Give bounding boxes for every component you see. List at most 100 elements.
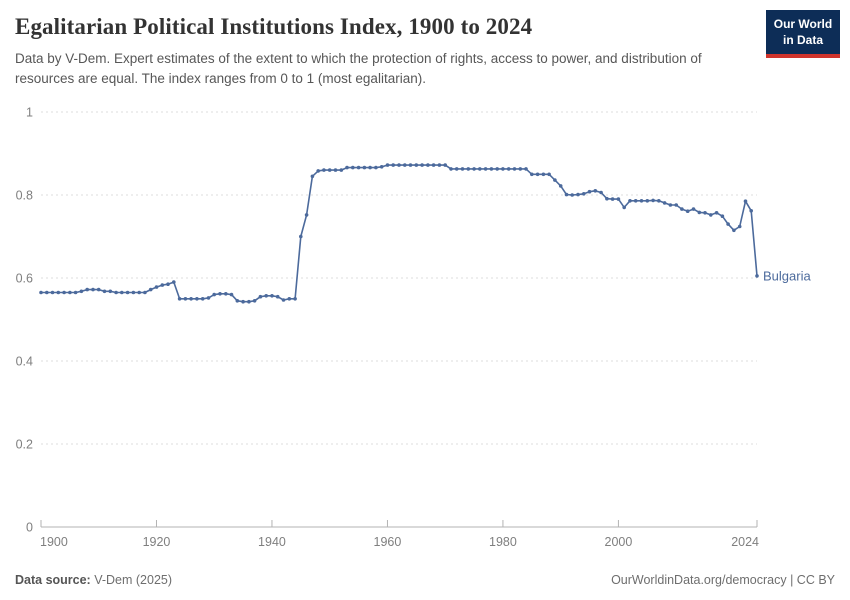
data-point[interactable] [737, 224, 742, 229]
data-point[interactable] [431, 163, 436, 167]
owid-logo[interactable]: Our World in Data [766, 10, 840, 59]
data-point[interactable] [391, 163, 396, 167]
data-point[interactable] [564, 192, 569, 197]
data-point[interactable] [206, 296, 211, 300]
data-point[interactable] [547, 172, 551, 177]
data-point[interactable] [96, 287, 101, 292]
data-point[interactable] [224, 292, 228, 296]
data-point[interactable] [148, 287, 153, 292]
data-point[interactable] [558, 184, 563, 188]
data-point[interactable] [91, 287, 95, 292]
data-point[interactable] [437, 163, 442, 167]
data-point[interactable] [327, 168, 332, 172]
data-point[interactable] [749, 209, 753, 213]
data-point[interactable] [426, 163, 430, 167]
data-point[interactable] [316, 169, 321, 173]
data-point[interactable] [137, 290, 141, 295]
data-point[interactable] [616, 197, 621, 201]
data-point[interactable] [50, 290, 55, 295]
data-point[interactable] [593, 189, 598, 193]
data-point[interactable] [720, 214, 725, 218]
data-point[interactable] [530, 172, 534, 177]
data-point[interactable] [183, 297, 188, 301]
data-point[interactable] [73, 290, 78, 295]
data-point[interactable] [351, 165, 355, 170]
data-point[interactable] [275, 294, 280, 299]
data-point[interactable] [582, 192, 586, 196]
data-point[interactable] [697, 210, 702, 215]
data-point[interactable] [102, 289, 107, 294]
data-point[interactable] [212, 292, 216, 297]
data-point[interactable] [362, 165, 367, 170]
data-point[interactable] [587, 189, 592, 194]
data-point[interactable] [356, 165, 361, 170]
data-point[interactable] [258, 294, 263, 299]
data-point[interactable] [506, 167, 511, 171]
data-point[interactable] [743, 199, 748, 203]
data-point[interactable] [420, 163, 424, 167]
data-point[interactable] [264, 294, 269, 298]
data-point[interactable] [726, 222, 730, 226]
data-point[interactable] [605, 196, 609, 201]
data-point[interactable] [241, 299, 245, 304]
data-point[interactable] [270, 294, 274, 298]
data-point[interactable] [62, 290, 66, 295]
data-point[interactable] [518, 167, 523, 171]
data-point[interactable] [374, 165, 378, 170]
data-point[interactable] [247, 299, 251, 304]
data-point[interactable] [322, 168, 326, 172]
data-point[interactable] [460, 167, 465, 171]
data-point[interactable] [154, 285, 159, 289]
data-point[interactable] [599, 190, 603, 195]
data-point[interactable] [379, 165, 384, 169]
data-point[interactable] [293, 297, 297, 301]
data-point[interactable] [680, 207, 684, 211]
data-point[interactable] [443, 163, 448, 167]
data-point[interactable] [472, 167, 476, 171]
data-point[interactable] [662, 201, 667, 205]
data-point[interactable] [160, 283, 165, 287]
data-point[interactable] [633, 199, 638, 203]
data-point[interactable] [56, 290, 61, 295]
data-point[interactable] [120, 290, 124, 295]
data-point[interactable] [177, 297, 182, 301]
data-point[interactable] [628, 199, 632, 203]
data-point[interactable] [339, 168, 344, 172]
data-point[interactable] [639, 199, 644, 203]
data-point[interactable] [466, 167, 471, 171]
data-point[interactable] [489, 167, 494, 171]
data-point[interactable] [114, 290, 118, 295]
data-point[interactable] [714, 211, 719, 215]
data-point[interactable] [691, 207, 696, 211]
data-point[interactable] [45, 290, 49, 295]
data-point[interactable] [143, 290, 147, 295]
data-point[interactable] [229, 292, 234, 297]
data-point[interactable] [685, 209, 690, 213]
footer-license-link[interactable]: OurWorldinData.org/democracy | CC BY [611, 573, 835, 587]
data-point[interactable] [397, 163, 401, 167]
data-point[interactable] [281, 298, 286, 302]
data-point[interactable] [235, 299, 240, 303]
data-point[interactable] [287, 297, 292, 301]
data-point[interactable] [333, 168, 338, 172]
data-point[interactable] [610, 197, 615, 201]
data-point[interactable] [414, 163, 419, 167]
data-point[interactable] [535, 172, 540, 177]
data-line-bulgaria[interactable] [40, 164, 758, 303]
data-point[interactable] [651, 198, 655, 203]
data-point[interactable] [310, 174, 315, 179]
data-point[interactable] [755, 274, 759, 278]
data-point[interactable] [501, 167, 505, 171]
data-point[interactable] [576, 192, 580, 197]
data-point[interactable] [68, 290, 72, 295]
data-point[interactable] [218, 292, 222, 296]
data-point[interactable] [524, 167, 528, 171]
data-point[interactable] [299, 234, 303, 239]
series-label-bulgaria[interactable]: Bulgaria [763, 268, 811, 283]
data-point[interactable] [478, 167, 482, 171]
data-point[interactable] [189, 297, 193, 301]
data-point[interactable] [483, 167, 488, 171]
data-point[interactable] [732, 228, 736, 233]
data-point[interactable] [408, 163, 413, 167]
